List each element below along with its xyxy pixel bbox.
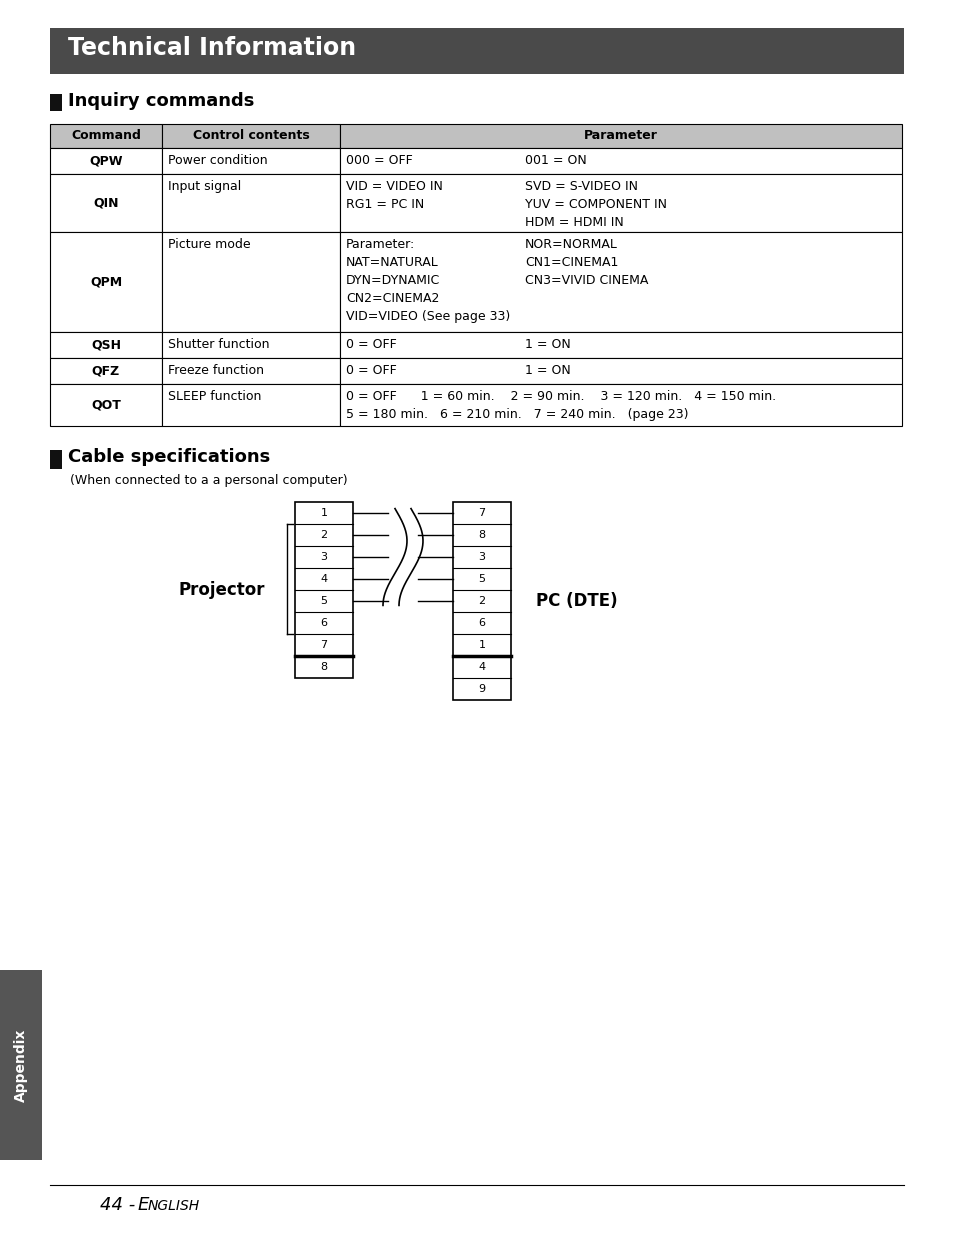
Bar [0, 969, 42, 1160]
Text: SLEEP function: SLEEP function [168, 390, 261, 403]
Text: QFZ: QFZ [91, 364, 120, 378]
Text: 3: 3 [478, 552, 485, 562]
Bar [50, 94, 62, 111]
Bar [50, 174, 162, 232]
Bar [162, 232, 339, 332]
Bar [294, 501, 353, 678]
Bar [50, 450, 62, 469]
Text: 8: 8 [478, 530, 485, 540]
Bar [162, 124, 339, 148]
Text: 001 = ON: 001 = ON [524, 154, 586, 167]
Bar [50, 124, 162, 148]
Bar [162, 148, 339, 174]
Bar [50, 332, 162, 358]
Text: 6: 6 [478, 618, 485, 629]
Text: Inquiry commands: Inquiry commands [68, 91, 254, 110]
Text: 8: 8 [320, 662, 327, 672]
Text: 0 = OFF: 0 = OFF [346, 338, 396, 351]
Text: 9: 9 [478, 684, 485, 694]
Bar [453, 501, 511, 700]
Bar [339, 384, 901, 426]
Text: QPM: QPM [90, 275, 122, 289]
Bar [50, 384, 162, 426]
Text: QOT: QOT [91, 399, 121, 411]
Text: E: E [138, 1195, 150, 1214]
Text: 7: 7 [320, 640, 327, 650]
Text: Cable specifications: Cable specifications [68, 448, 270, 466]
Text: Power condition: Power condition [168, 154, 268, 167]
Text: 1: 1 [320, 508, 327, 517]
Text: Picture mode: Picture mode [168, 238, 251, 251]
Bar [162, 174, 339, 232]
Bar [50, 358, 162, 384]
Text: 3: 3 [320, 552, 327, 562]
Bar [162, 384, 339, 426]
Bar [339, 332, 901, 358]
Text: Control contents: Control contents [193, 128, 309, 142]
Text: 4: 4 [478, 662, 485, 672]
Text: PC (DTE): PC (DTE) [536, 592, 617, 610]
Text: 5: 5 [478, 574, 485, 584]
Text: 2: 2 [478, 597, 485, 606]
Text: VID = VIDEO IN
RG1 = PC IN: VID = VIDEO IN RG1 = PC IN [346, 180, 442, 211]
Text: 1 = ON: 1 = ON [524, 338, 570, 351]
Text: 7: 7 [478, 508, 485, 517]
Text: 5: 5 [320, 597, 327, 606]
Text: 0 = OFF: 0 = OFF [346, 364, 396, 377]
Text: Appendix: Appendix [14, 1029, 28, 1102]
Text: Parameter:
NAT=NATURAL
DYN=DYNAMIC
CN2=CINEMA2
VID=VIDEO (See page 33): Parameter: NAT=NATURAL DYN=DYNAMIC CN2=C… [346, 238, 510, 324]
Text: QPW: QPW [90, 154, 123, 168]
Text: QSH: QSH [91, 338, 121, 352]
Text: QIN: QIN [93, 196, 118, 210]
Text: 4: 4 [320, 574, 327, 584]
Text: Input signal: Input signal [168, 180, 241, 193]
Text: 6: 6 [320, 618, 327, 629]
Bar [339, 148, 901, 174]
Text: 0 = OFF      1 = 60 min.    2 = 90 min.    3 = 120 min.   4 = 150 min.
5 = 180 m: 0 = OFF 1 = 60 min. 2 = 90 min. 3 = 120 … [346, 390, 776, 421]
Text: 1 = ON: 1 = ON [524, 364, 570, 377]
Text: Shutter function: Shutter function [168, 338, 269, 351]
Bar [339, 232, 901, 332]
Bar [339, 174, 901, 232]
Text: Command: Command [71, 128, 141, 142]
Bar [50, 232, 162, 332]
Bar [339, 358, 901, 384]
Text: 44 -: 44 - [100, 1195, 141, 1214]
Text: Freeze function: Freeze function [168, 364, 264, 377]
Text: 2: 2 [320, 530, 327, 540]
Bar [50, 148, 162, 174]
Text: 000 = OFF: 000 = OFF [346, 154, 413, 167]
Text: (When connected to a a personal computer): (When connected to a a personal computer… [70, 474, 347, 487]
Text: Technical Information: Technical Information [68, 36, 355, 61]
Bar [162, 358, 339, 384]
Text: NOR=NORMAL
CN1=CINEMA1
CN3=VIVID CINEMA: NOR=NORMAL CN1=CINEMA1 CN3=VIVID CINEMA [524, 238, 648, 287]
Text: NGLISH: NGLISH [148, 1199, 200, 1213]
Text: SVD = S-VIDEO IN
YUV = COMPONENT IN
HDM = HDMI IN: SVD = S-VIDEO IN YUV = COMPONENT IN HDM … [524, 180, 666, 228]
Bar [162, 332, 339, 358]
Bar [50, 28, 903, 74]
Text: Projector: Projector [178, 580, 265, 599]
Text: Parameter: Parameter [583, 128, 658, 142]
Bar [339, 124, 901, 148]
Text: 1: 1 [478, 640, 485, 650]
